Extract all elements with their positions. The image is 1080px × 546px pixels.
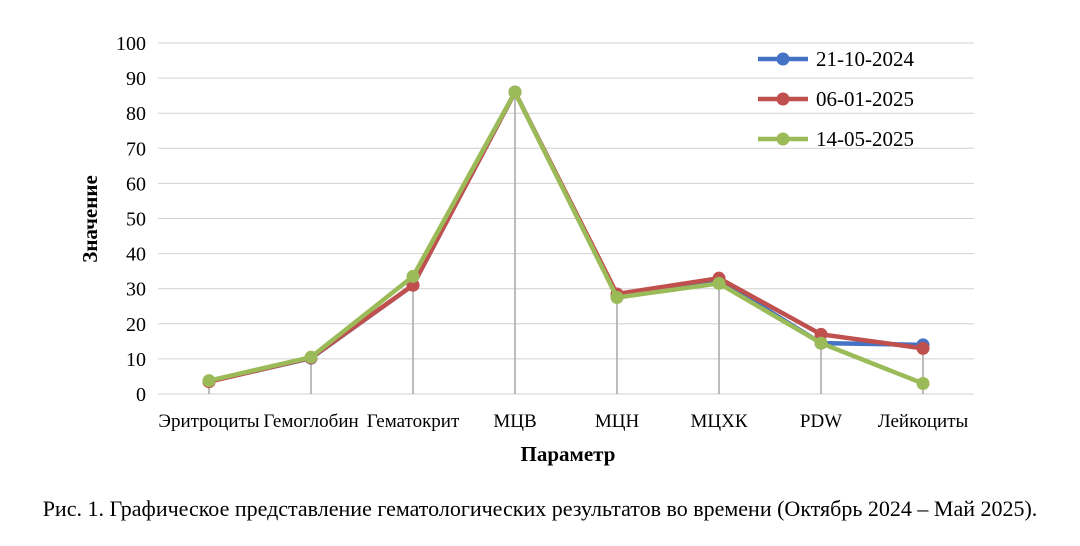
data-point — [202, 374, 216, 388]
legend-item: 06-01-2025 — [758, 87, 914, 111]
y-axis-label: Значение — [78, 175, 102, 263]
y-tick-label: 80 — [126, 103, 146, 125]
legend-item: 21-10-2024 — [758, 47, 914, 71]
legend-label: 21-10-2024 — [816, 47, 914, 71]
y-tick-label: 0 — [136, 384, 146, 406]
x-tick-label: Гематокрит — [367, 411, 460, 432]
series-lines — [202, 85, 930, 390]
x-tick-label: PDW — [800, 411, 842, 432]
x-tick-label: МЦН — [595, 411, 640, 432]
x-axis-label: Параметр — [521, 442, 616, 466]
y-tick-label: 20 — [126, 314, 146, 336]
x-tick-label: Лейкоциты — [878, 411, 969, 432]
legend-marker — [776, 52, 790, 66]
y-tick-label: 70 — [126, 138, 146, 160]
data-point — [712, 276, 726, 290]
y-tick-label: 10 — [126, 349, 146, 371]
x-tick-label: Эритроциты — [158, 411, 259, 432]
drop-lines — [208, 92, 924, 394]
data-point — [304, 350, 318, 364]
legend-label: 06-01-2025 — [816, 87, 914, 111]
data-point — [916, 376, 930, 390]
series — [202, 85, 930, 390]
y-tick-label: 100 — [116, 33, 146, 55]
legend-item: 14-05-2025 — [758, 127, 914, 151]
y-tick-label: 50 — [126, 209, 146, 231]
y-tick-label: 30 — [126, 279, 146, 301]
legend-label: 14-05-2025 — [816, 127, 914, 151]
series-line — [206, 89, 926, 386]
legend: 21-10-2024 06-01-2025 14-05-2025 — [758, 47, 914, 151]
data-point — [406, 269, 420, 283]
y-axis-ticks: 0 10 20 30 40 50 60 70 80 90 100 — [116, 33, 146, 406]
x-tick-label: МЦХК — [690, 411, 747, 432]
data-point — [610, 290, 624, 304]
x-tick-label: Гемоглобин — [263, 411, 358, 432]
data-point — [814, 336, 828, 350]
y-tick-label: 90 — [126, 68, 146, 90]
y-tick-label: 40 — [126, 244, 146, 266]
legend-marker — [776, 132, 790, 146]
legend-marker — [776, 92, 790, 106]
line-chart: 0 10 20 30 40 50 60 70 80 90 100 Эритроциты Гемогло… — [78, 33, 974, 466]
figure-caption: Рис. 1. Графическое представление гемато… — [42, 496, 1038, 521]
x-axis-ticks: Эритроциты Гемоглобин Гематокрит МЦВ МЦН МЦХК… — [158, 411, 968, 432]
y-tick-label: 60 — [126, 173, 146, 195]
x-tick-label: МЦВ — [493, 411, 536, 432]
data-point — [508, 85, 522, 99]
data-point — [916, 341, 930, 355]
